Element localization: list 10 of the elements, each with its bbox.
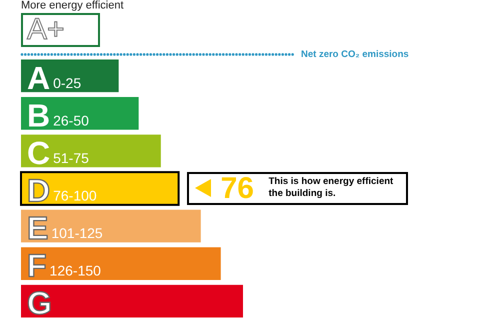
text: This is how energy efficient the building is. <box>268 176 394 200</box>
bar <box>21 284 243 318</box>
annotation: 76 <box>220 172 255 206</box>
rating-badge: A+ <box>21 13 100 47</box>
y-tick-label: G <box>27 285 52 320</box>
bar <box>21 134 161 168</box>
bar <box>21 247 221 280</box>
chart-title: More energy efficient <box>21 0 124 12</box>
bar <box>21 210 201 242</box>
text: Net zero CO₂ emissions <box>301 49 409 60</box>
